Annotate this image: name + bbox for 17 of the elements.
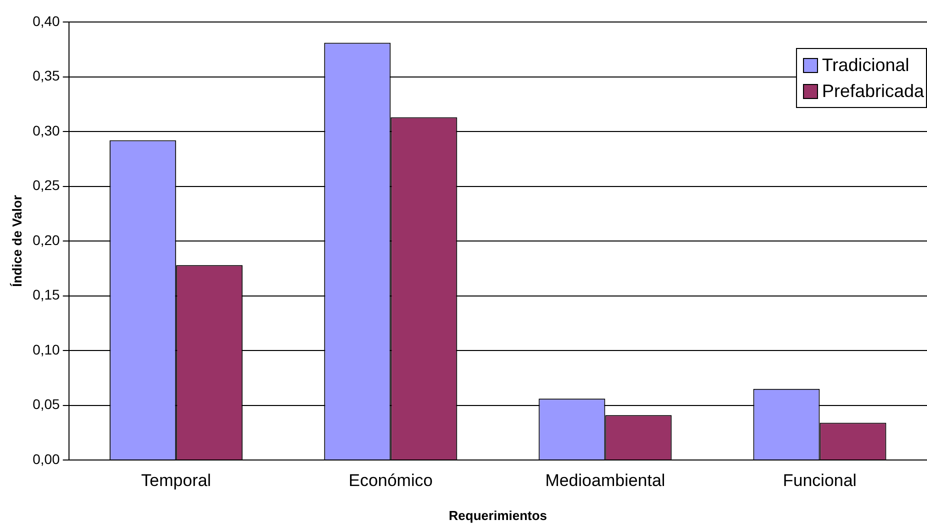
y-tick-label: 0,40 [32,12,60,29]
y-tick-label: 0,10 [32,341,60,358]
y-tick-label: 0,20 [32,232,60,248]
y-tick-label: 0,35 [32,68,60,84]
y-tick-label: 0,25 [32,177,60,194]
y-tick-label: 0,00 [32,450,60,467]
y-tick-label: 0,05 [32,396,60,412]
x-tick-label: Medioambiental [545,470,666,490]
x-tick-label: Temporal [141,470,212,490]
y-axis-title: Índice de Valor [9,195,24,287]
legend-label: Prefabricada [822,80,924,103]
x-tick-label: Funcional [782,470,857,490]
y-tick-label: 0,15 [32,286,60,303]
y-tick-label: 0,30 [32,122,60,138]
x-axis-title: Requerimientos [448,508,548,523]
legend-label: Tradicional [822,54,910,77]
x-tick-label: Económico [348,470,433,490]
